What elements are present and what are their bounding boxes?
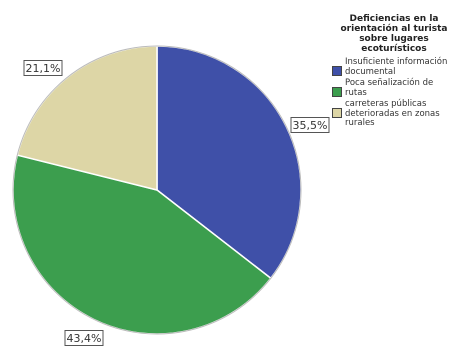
slice-data-label: 43,4% bbox=[64, 330, 104, 346]
slice-label-text: 35,5% bbox=[293, 119, 328, 132]
legend-item: Insuficiente información documental bbox=[332, 57, 456, 77]
slice-label-box bbox=[290, 117, 330, 133]
slice-data-label: 35,5% bbox=[290, 117, 330, 133]
slice-label-text: 43,4% bbox=[67, 332, 102, 345]
slice-label-text: 21,1% bbox=[26, 62, 61, 75]
legend-item: Poca señalización de rutas bbox=[332, 78, 456, 98]
slice-label-box bbox=[64, 330, 104, 346]
legend-label: Insuficiente información documental bbox=[345, 57, 448, 77]
pie-chart: 35,5% 43,4% 21,1% bbox=[12, 45, 330, 346]
legend-label: carreteras públicas deterioradas en zona… bbox=[345, 99, 440, 128]
pie-outline bbox=[12, 45, 302, 335]
chart-legend: Deficiencias en la orientación al turist… bbox=[332, 14, 456, 131]
legend-item: carreteras públicas deterioradas en zona… bbox=[332, 99, 456, 129]
legend-swatch bbox=[332, 87, 342, 97]
legend-label: Poca señalización de rutas bbox=[345, 78, 434, 98]
legend-swatch bbox=[332, 66, 342, 76]
slice-data-label: 21,1% bbox=[23, 60, 63, 76]
legend-title: Deficiencias en la orientación al turist… bbox=[340, 14, 448, 54]
slice-label-box bbox=[23, 60, 63, 76]
legend-swatch bbox=[332, 108, 342, 118]
